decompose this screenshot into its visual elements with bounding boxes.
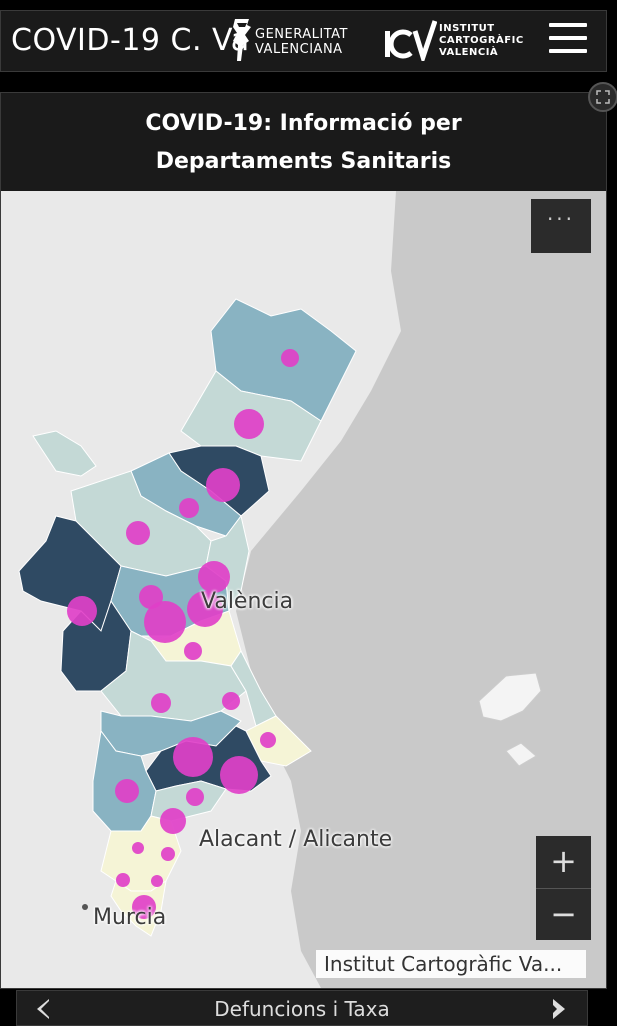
case-circle[interactable] [132, 842, 144, 854]
expand-icon[interactable] [588, 82, 617, 112]
case-circles [67, 349, 299, 919]
region-valencia-coast [205, 514, 250, 613]
murcia-dot [82, 904, 88, 910]
case-circle[interactable] [186, 788, 204, 806]
case-circle[interactable] [144, 601, 186, 643]
case-circle[interactable] [222, 692, 240, 710]
menu-line [549, 36, 587, 40]
map-canvas[interactable] [1, 191, 606, 988]
case-circle[interactable] [116, 873, 130, 887]
menu-line [549, 23, 587, 27]
expand-arrows-icon [596, 90, 610, 104]
panel-title-line2: Departaments Sanitaris [155, 149, 452, 174]
case-circle[interactable] [151, 875, 163, 887]
hamburger-menu-icon[interactable] [549, 23, 587, 59]
place-label-valencia: València [201, 589, 294, 614]
app-header: COVID-19 C. Val GENERALITAT VALENCIANA I… [0, 10, 607, 72]
icv-logo-text: INSTITUT CARTOGRÀFIC VALENCIÀ [439, 23, 524, 58]
case-circle[interactable] [160, 808, 186, 834]
zoom-out-button[interactable]: − [536, 888, 591, 941]
place-label-alicante: Alacant / Alicante [199, 827, 393, 852]
map-attribution[interactable]: Institut Cartogràfic Va... [316, 950, 586, 978]
place-label-murcia: Murcia [93, 905, 167, 930]
map-view[interactable]: València Alacant / Alicante Murcia ··· +… [1, 191, 606, 988]
formentera-island [505, 742, 537, 767]
case-circle[interactable] [115, 779, 139, 803]
chevron-right-icon[interactable] [549, 999, 565, 1019]
app-title: COVID-19 C. Val [11, 23, 249, 58]
footer-pager: Defuncions i Taxa [16, 990, 588, 1026]
case-circle[interactable] [179, 498, 199, 518]
sea-area [236, 191, 606, 988]
case-circle[interactable] [151, 693, 171, 713]
case-circle[interactable] [184, 642, 202, 660]
footer-label: Defuncions i Taxa [214, 997, 390, 1021]
case-circle[interactable] [132, 895, 156, 919]
generalitat-valenciana-logo: GENERALITAT VALENCIANA [229, 15, 361, 67]
panel-title-line1: COVID-19: Informació per [145, 111, 462, 136]
case-circle[interactable] [234, 409, 264, 439]
case-circle[interactable] [281, 349, 299, 367]
case-circle[interactable] [67, 596, 97, 626]
region-ademuz [32, 430, 97, 477]
gva-logo-text: GENERALITAT VALENCIANA [255, 27, 348, 57]
institut-cartografic-logo: INSTITUT CARTOGRÀFIC VALENCIÀ [383, 17, 523, 67]
panel-title: COVID-19: Informació per Departaments Sa… [1, 105, 606, 181]
case-circle[interactable] [220, 756, 258, 794]
ibiza-island [478, 672, 542, 722]
case-circle[interactable] [173, 737, 213, 777]
case-circle[interactable] [187, 591, 223, 627]
icv-mark-icon [385, 20, 438, 66]
chevron-left-icon[interactable] [37, 999, 49, 1019]
case-circle[interactable] [260, 732, 276, 748]
case-circle[interactable] [198, 561, 230, 593]
case-circle[interactable] [126, 521, 150, 545]
zoom-control: + − [536, 836, 591, 940]
zoom-in-button[interactable]: + [550, 842, 577, 880]
map-panel: COVID-19: Informació per Departaments Sa… [0, 92, 607, 989]
case-circle[interactable] [161, 847, 175, 861]
gva-bat-icon [233, 19, 251, 61]
more-options-button[interactable]: ··· [531, 199, 591, 253]
case-circle[interactable] [206, 468, 240, 502]
menu-line [549, 49, 587, 53]
